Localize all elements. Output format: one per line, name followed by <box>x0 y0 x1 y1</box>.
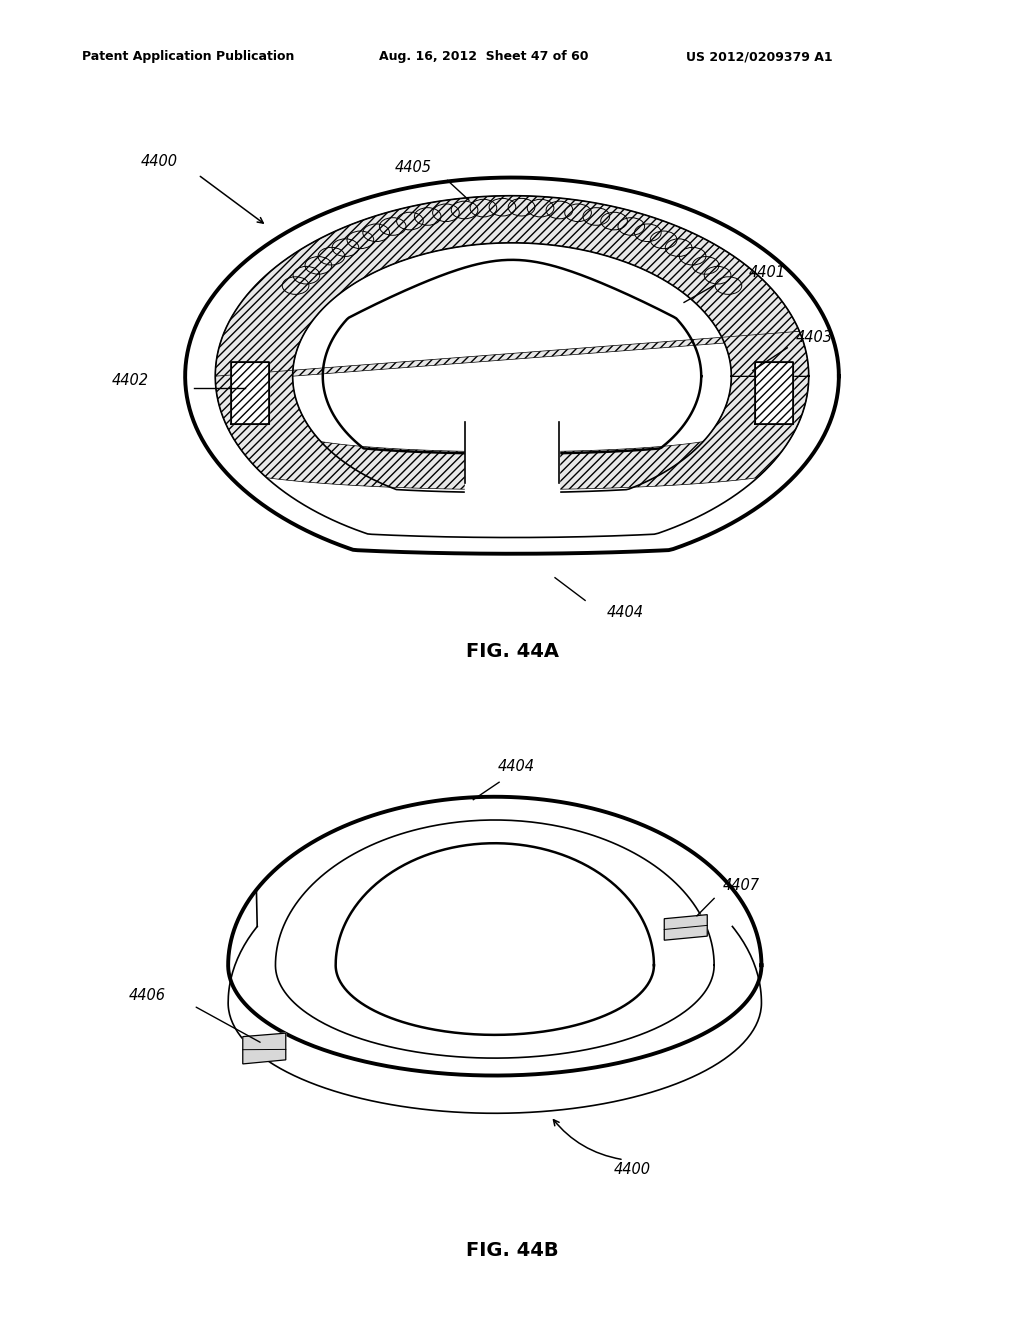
Text: 4400: 4400 <box>141 154 178 169</box>
Text: 4404: 4404 <box>498 759 535 774</box>
Text: 4402: 4402 <box>112 372 150 388</box>
Text: Aug. 16, 2012  Sheet 47 of 60: Aug. 16, 2012 Sheet 47 of 60 <box>379 50 589 63</box>
Polygon shape <box>465 416 559 495</box>
Text: US 2012/0209379 A1: US 2012/0209379 A1 <box>686 50 833 63</box>
Text: 4407: 4407 <box>723 878 760 892</box>
Text: 4403: 4403 <box>796 330 833 345</box>
Text: FIG. 44B: FIG. 44B <box>466 1241 558 1259</box>
Text: 4405: 4405 <box>394 160 431 174</box>
Polygon shape <box>243 1034 286 1064</box>
Text: FIG. 44A: FIG. 44A <box>466 642 558 661</box>
Polygon shape <box>243 1034 286 1064</box>
Text: 4404: 4404 <box>606 606 644 620</box>
Text: Patent Application Publication: Patent Application Publication <box>82 50 294 63</box>
Polygon shape <box>215 331 809 490</box>
Text: 4401: 4401 <box>749 265 785 280</box>
Text: 4406: 4406 <box>129 989 166 1003</box>
Text: 4400: 4400 <box>614 1163 651 1177</box>
Polygon shape <box>215 195 800 376</box>
Polygon shape <box>665 915 708 940</box>
Polygon shape <box>756 362 794 425</box>
Polygon shape <box>230 362 268 425</box>
Polygon shape <box>665 915 708 940</box>
